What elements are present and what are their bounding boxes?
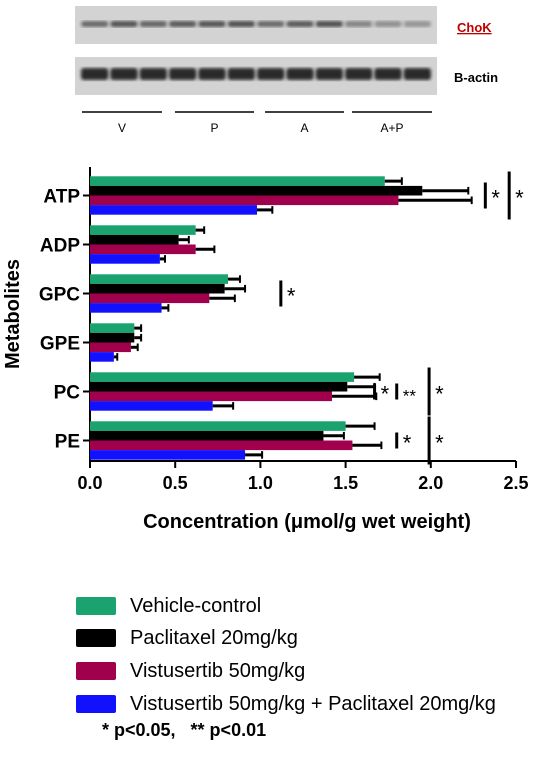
significance-marker: * [435,382,444,407]
bar [90,372,355,382]
blot-band [374,21,402,27]
bar [90,293,210,304]
bar [90,185,423,196]
bar [90,303,162,313]
category-label: PE [55,432,80,453]
x-tick-label: 1.5 [333,473,358,493]
significance-marker: * [491,186,500,211]
x-tick-label: 1.0 [248,473,273,493]
blot-band [110,68,138,80]
bar [90,401,213,411]
bar [90,421,346,431]
bar [90,391,332,402]
blot-band [345,21,373,27]
blot-label-chok: ChoK [457,20,492,35]
significance-marker: * [515,186,524,211]
blot-band [403,68,431,80]
significance-marker: * [287,284,296,309]
legend-item-vehicle: Vehicle-control [76,594,261,618]
blot-band [139,68,167,80]
x-tick-label: 2.0 [418,473,443,493]
legend-label: Vehicle-control [130,594,262,617]
blot-band [315,21,343,27]
blot-band [257,68,285,80]
category-label: GPE [40,334,80,355]
x-tick-label: 0.0 [77,473,102,493]
bar [90,430,324,441]
legend-swatch [76,662,116,680]
significance-marker: ** [403,387,417,406]
category-label: PC [54,383,81,404]
bar [90,195,399,206]
blot-group-label: A+P [380,121,403,135]
bar [90,381,348,392]
significance-marker: * [381,382,390,407]
blot-band [403,21,431,27]
blot-band [198,21,226,27]
blot-band [374,68,402,80]
x-tick-label: 2.5 [503,473,528,493]
blot-group-label: P [210,121,218,135]
significance-marker: * [435,431,444,456]
bar [90,176,385,186]
blot-group-label: V [118,121,126,135]
legend-item-combination: Vistusertib 50mg/kg + Paclitaxel 20mg/kg [76,692,496,716]
category-label: ATP [43,187,80,208]
blot-band [169,21,197,27]
blot-band [227,68,255,80]
legend-label: Vistusertib 50mg/kg + Paclitaxel 20mg/kg [130,692,496,715]
category-label: ADP [40,236,80,257]
bar [90,254,160,264]
legend-item-vistusertib: Vistusertib 50mg/kg [76,659,305,683]
blot-band [227,21,255,27]
legend-label: Vistusertib 50mg/kg [130,659,306,682]
significance-marker: * [403,431,412,456]
bar [90,323,135,333]
bar [90,234,179,245]
category-label: GPC [39,285,80,306]
blot-band [81,68,109,80]
blot-band [286,68,314,80]
blot-group-label: A [300,121,308,135]
blot-band [169,68,197,80]
bar [90,450,246,460]
legend-item-paclitaxel: Paclitaxel 20mg/kg [76,626,298,650]
blot-band [139,21,167,27]
bar [90,205,257,215]
legend-label: Paclitaxel 20mg/kg [130,626,298,649]
blot-band [110,21,138,27]
bar [90,283,225,294]
significance-footnote: * p<0.05, ** p<0.01 [102,720,267,740]
bar-chart: ATP ADP GPC GPE PC PE 0.0 0.5 1.0 1.5 2.0 2.5 Concen… [2,167,529,533]
blot-band [345,68,373,80]
blot-band [257,21,285,27]
blot-label-bactin: B-actin [454,70,498,85]
blot-band [286,21,314,27]
y-axis-title: Metabolites [2,259,24,369]
blot-band [198,68,226,80]
blot-band [315,68,343,80]
bar [90,244,196,255]
bar [90,274,229,284]
legend-swatch [76,597,116,615]
blot-band [81,21,109,27]
x-axis-title: Concentration (μmol/g wet weight) [143,511,471,533]
bar [90,225,196,235]
legend-swatch [76,629,116,647]
x-tick-label: 0.5 [163,473,188,493]
legend-swatch [76,695,116,713]
bar [90,342,131,353]
bar [90,332,135,343]
bar [90,440,353,451]
bar [90,352,114,362]
